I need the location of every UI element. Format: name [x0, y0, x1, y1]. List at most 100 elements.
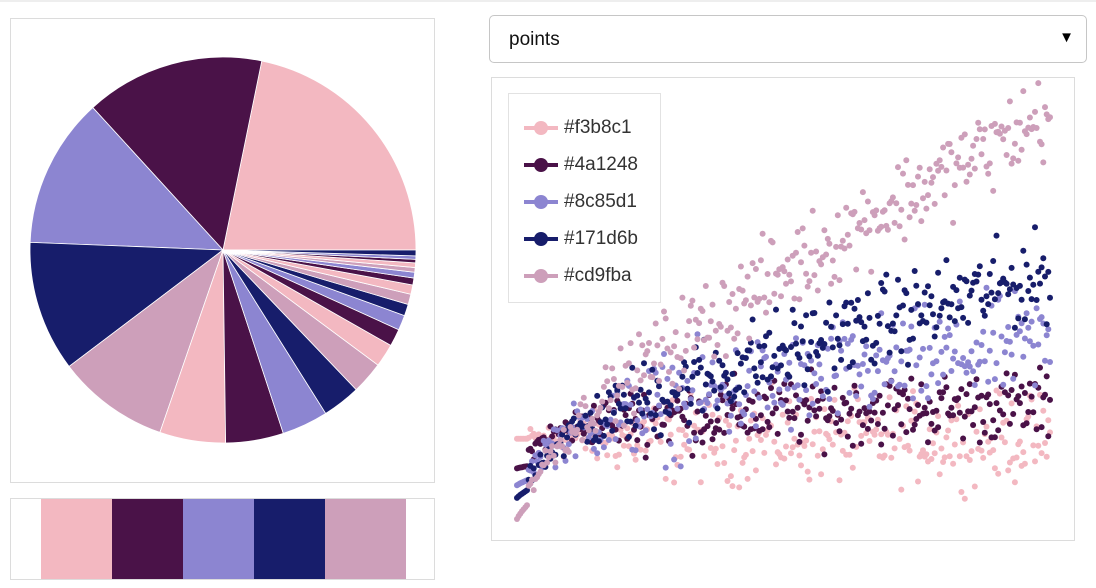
- palette-swatch[interactable]: [41, 499, 112, 579]
- scatter-point: [985, 301, 992, 308]
- scatter-point: [759, 374, 766, 381]
- scatter-point: [881, 425, 888, 432]
- scatter-point: [831, 273, 838, 280]
- pie-slice[interactable]: [29, 106, 224, 251]
- scatter-point: [955, 402, 962, 409]
- scatter-point: [963, 278, 970, 285]
- pie-slice[interactable]: [29, 241, 225, 368]
- scatter-point: [779, 411, 786, 418]
- scatter-point: [749, 260, 756, 267]
- scatter-point: [644, 399, 651, 406]
- scatter-point: [552, 459, 559, 466]
- scatter-point: [950, 412, 957, 419]
- scatter-point: [956, 409, 963, 416]
- scatter-point: [935, 424, 942, 431]
- scatter-point: [644, 441, 651, 448]
- scatter-point: [1030, 442, 1037, 449]
- scatter-point: [674, 397, 681, 404]
- scatter-point: [659, 335, 666, 342]
- scatter-point: [906, 406, 913, 413]
- scatter-point: [694, 370, 701, 376]
- scatter-point: [656, 383, 662, 390]
- scatter-point: [594, 450, 601, 457]
- scatter-point: [943, 344, 950, 351]
- scatter-point: [622, 412, 629, 419]
- scatter-point: [742, 451, 749, 458]
- palette-swatch[interactable]: [254, 499, 325, 579]
- scatter-point: [794, 404, 801, 411]
- scatter-point: [757, 437, 764, 443]
- scatter-point: [983, 293, 990, 300]
- scatter-point: [968, 348, 975, 355]
- scatter-point: [833, 420, 840, 426]
- scatter-point: [950, 355, 957, 362]
- scatter-point: [1047, 359, 1053, 365]
- scatter-point: [871, 212, 878, 219]
- scatter-point: [634, 442, 641, 449]
- scatter-point: [729, 405, 736, 412]
- scatter-point: [804, 366, 811, 373]
- scatter-point: [844, 418, 851, 425]
- legend-item[interactable]: #4a1248: [524, 153, 638, 177]
- scatter-point: [876, 346, 883, 353]
- scatter-point: [684, 385, 691, 392]
- scatter-point: [592, 427, 599, 434]
- scatter-point: [662, 315, 669, 322]
- scatter-point: [844, 320, 851, 327]
- pie-slice[interactable]: [222, 60, 417, 251]
- scatter-point: [943, 384, 950, 391]
- scatter-point: [896, 381, 903, 388]
- scatter-point: [631, 410, 637, 417]
- scatter-point: [814, 352, 821, 359]
- scatter-point: [916, 164, 923, 171]
- scatter-point: [921, 301, 928, 308]
- scatter-point: [990, 417, 997, 424]
- scatter-point: [849, 333, 856, 340]
- scatter-point: [636, 331, 642, 338]
- top-rule: [0, 0, 1096, 2]
- palette-swatch[interactable]: [112, 499, 183, 579]
- scatter-point: [898, 206, 905, 213]
- scatter-point: [793, 335, 799, 342]
- scatter-point: [920, 195, 926, 202]
- palette-swatch[interactable]: [183, 499, 254, 579]
- scatter-point: [549, 433, 556, 440]
- scatter-point: [905, 442, 911, 449]
- mode-select-dropdown[interactable]: points ▼: [489, 15, 1087, 63]
- pie-slice[interactable]: [92, 56, 263, 251]
- scatter-point: [861, 405, 868, 412]
- scatter-point: [961, 495, 968, 502]
- scatter-point: [851, 305, 858, 312]
- scatter-point: [884, 323, 891, 330]
- scatter-point: [757, 363, 764, 370]
- scatter-point: [923, 205, 930, 212]
- scatter-point: [729, 483, 736, 490]
- scatter-point: [903, 290, 910, 297]
- pie-slice[interactable]: [68, 248, 224, 433]
- scatter-point: [906, 447, 913, 454]
- scatter-point: [620, 422, 627, 429]
- scatter-point: [976, 358, 983, 365]
- scatter-point: [861, 351, 868, 358]
- scatter-point: [736, 484, 743, 491]
- legend-item[interactable]: #f3b8c1: [524, 116, 632, 140]
- legend-item[interactable]: #171d6b: [524, 227, 638, 251]
- palette-swatch[interactable]: [325, 499, 406, 579]
- legend-item[interactable]: #cd9fba: [524, 264, 632, 288]
- scatter-point: [647, 410, 654, 417]
- scatter-point: [696, 356, 703, 363]
- scatter-point: [1025, 409, 1032, 415]
- legend-item[interactable]: #8c85d1: [524, 190, 637, 214]
- scatter-point: [796, 354, 803, 361]
- scatter-point: [950, 219, 957, 226]
- scatter-point: [604, 421, 611, 428]
- scatter-point: [759, 426, 766, 433]
- scatter-point: [773, 461, 779, 468]
- scatter-point: [1008, 160, 1015, 167]
- scatter-point: [699, 308, 706, 314]
- scatter-point: [908, 375, 915, 382]
- legend-marker-icon: [524, 195, 558, 209]
- scatter-point: [911, 408, 918, 415]
- scatter-point: [896, 223, 903, 230]
- pie-slice[interactable]: [222, 249, 417, 257]
